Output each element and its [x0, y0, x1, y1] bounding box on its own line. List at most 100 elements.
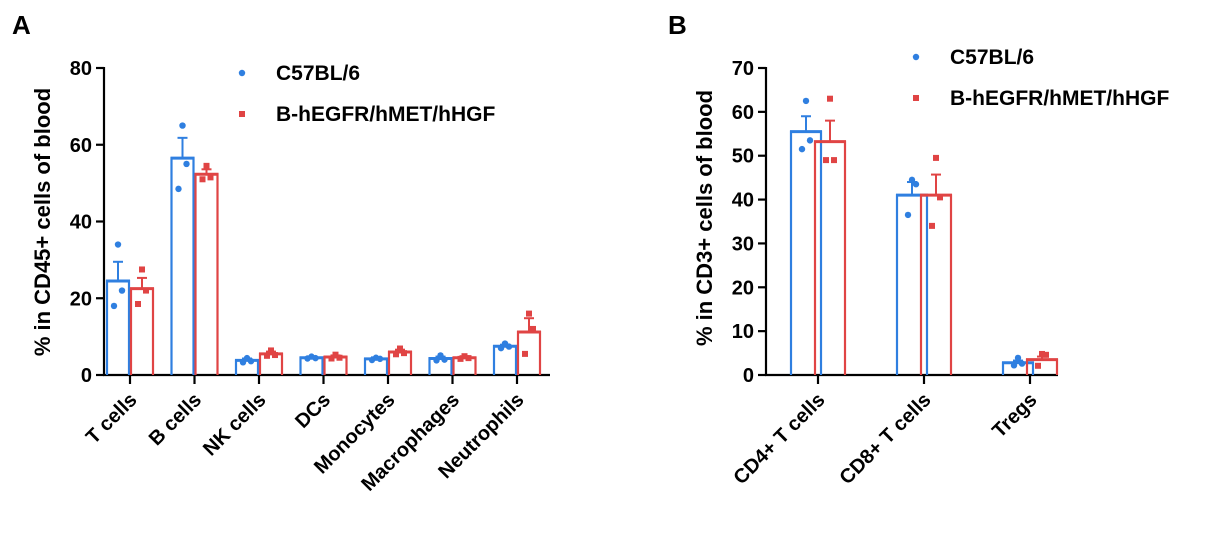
- y-tick-label: 60: [70, 135, 92, 157]
- bar-c57bl-6-b-cells: [170, 157, 195, 375]
- data-point: [332, 351, 339, 358]
- y-tick-label: 70: [732, 58, 754, 80]
- data-point: [437, 352, 444, 359]
- x-tick-label-nk-cells: NK cells: [199, 389, 270, 460]
- bars-a: [105, 156, 542, 375]
- data-point: [433, 357, 440, 364]
- data-point: [929, 222, 935, 229]
- legend-marker-c57bl-6: [912, 53, 920, 61]
- bar-b-hegfr-hmet-hhgf-macrophages: [452, 356, 477, 375]
- data-point: [139, 266, 145, 273]
- data-point: [806, 137, 814, 144]
- x-tick-label-tregs: Tregs: [988, 389, 1041, 442]
- legend-label-c57bl-6: C57BL/6: [950, 46, 1034, 69]
- bar-b-hegfr-hmet-hhgf-neutrophils: [516, 330, 542, 375]
- data-point: [1014, 354, 1022, 362]
- legend-label-b-hegfr-hmet-hhgf: B-hEGFR/hMET/hHGF: [950, 87, 1169, 110]
- bar-c57bl-6-cd8-t-cells: [895, 194, 929, 375]
- legend-label-b-hegfr-hmet-hhgf: B-hEGFR/hMET/hHGF: [276, 103, 495, 126]
- y-tick-label: 80: [70, 58, 92, 80]
- data-point: [207, 174, 214, 181]
- data-point: [110, 302, 118, 310]
- data-point: [904, 211, 912, 219]
- panel-a: A % in CD45+ cells of blood 0 20 40 60 80 T …: [12, 10, 550, 496]
- legend-marker-c57bl-6: [238, 69, 246, 77]
- data-point: [135, 301, 141, 308]
- y-tick-label: 0: [81, 365, 92, 387]
- y-tick-label: 50: [732, 146, 754, 168]
- data-point: [802, 97, 810, 105]
- y-axis-label-b: % in CD3+ cells of blood: [692, 90, 717, 346]
- y-tick-label: 20: [732, 277, 754, 299]
- data-point: [312, 354, 319, 362]
- data-point: [526, 310, 532, 317]
- bar-c57bl-6-neutrophils: [492, 345, 518, 375]
- legend-marker-b-hegfr-hmet-hhgf: [239, 111, 245, 117]
- legend-marker-b-hegfr-hmet-hhgf: [913, 95, 919, 101]
- y-tick-label: 30: [732, 233, 754, 255]
- data-point: [264, 352, 270, 359]
- y-tick-label: 40: [732, 190, 754, 212]
- legend-b: C57BL/6 B-hEGFR/hMET/hHGF: [912, 46, 1169, 110]
- data-point: [912, 181, 920, 188]
- bars-b: [789, 130, 1059, 375]
- data-point: [798, 145, 806, 153]
- data-point: [143, 287, 149, 294]
- points-a: [110, 122, 536, 366]
- data-point: [247, 357, 255, 365]
- y-tick-label: 0: [743, 365, 754, 387]
- panel-letter-a: A: [12, 10, 31, 40]
- data-point: [522, 350, 528, 357]
- y-tick-label: 60: [732, 102, 754, 124]
- panel-b: B % in CD3+ cells of blood 0 10 20 30 40 50 60…: [668, 10, 1169, 489]
- bar-c57bl-6-cd4-t-cells: [789, 130, 823, 375]
- y-axis-label-a: % in CD45+ cells of blood: [30, 88, 55, 356]
- data-point: [179, 122, 186, 129]
- x-axis-b: CD4+ T cells CD8+ T cells Tregs: [729, 375, 1042, 489]
- data-point: [393, 351, 399, 358]
- data-point: [823, 157, 829, 164]
- data-point: [933, 154, 939, 161]
- data-point: [272, 352, 278, 359]
- data-point: [461, 353, 468, 360]
- bar-c57bl-6-nk-cells: [234, 359, 260, 375]
- y-axis-b: 0 10 20 30 40 50 60 70: [732, 58, 1058, 387]
- bar-c57bl-6-macrophages: [428, 357, 453, 375]
- data-point: [199, 176, 206, 183]
- data-point: [336, 354, 343, 361]
- bar-c57bl-6-t-cells: [105, 279, 131, 375]
- data-point: [465, 355, 472, 362]
- bar-b-hegfr-hmet-hhgf-t-cells: [129, 287, 155, 375]
- bar-c57bl-6-monocytes: [363, 357, 389, 375]
- bar-b-hegfr-hmet-hhgf-cd8-t-cells: [919, 194, 953, 375]
- data-point: [183, 160, 190, 168]
- panel-letter-b: B: [668, 10, 687, 40]
- error-bars-b: [801, 115, 1047, 363]
- data-point: [1043, 351, 1049, 358]
- data-point: [1035, 362, 1041, 369]
- data-point: [376, 355, 384, 363]
- data-point: [1039, 350, 1045, 357]
- y-tick-label: 10: [732, 321, 754, 343]
- bar-b-hegfr-hmet-hhgf-b-cells: [194, 173, 219, 375]
- data-point: [1010, 362, 1018, 369]
- data-point: [457, 355, 464, 362]
- data-point: [441, 356, 448, 363]
- data-point: [114, 241, 122, 248]
- bar-c57bl-6-dcs: [299, 356, 324, 375]
- x-tick-label-cd8-t-cells: CD8+ T cells: [835, 389, 935, 489]
- error-bars-a: [113, 136, 534, 361]
- bar-b-hegfr-hmet-hhgf-nk-cells: [258, 352, 284, 375]
- bar-b-hegfr-hmet-hhgf-cd4-t-cells: [813, 140, 847, 375]
- x-tick-label-dcs: DCs: [291, 389, 335, 433]
- data-point: [304, 355, 311, 362]
- points-b: [798, 95, 1049, 369]
- y-tick-label: 20: [70, 288, 92, 310]
- data-point: [268, 347, 274, 354]
- data-point: [831, 157, 837, 164]
- x-tick-label-b-cells: B cells: [145, 389, 206, 450]
- bar-b-hegfr-hmet-hhgf-dcs: [323, 355, 348, 375]
- x-tick-label-cd4-t-cells: CD4+ T cells: [729, 389, 829, 489]
